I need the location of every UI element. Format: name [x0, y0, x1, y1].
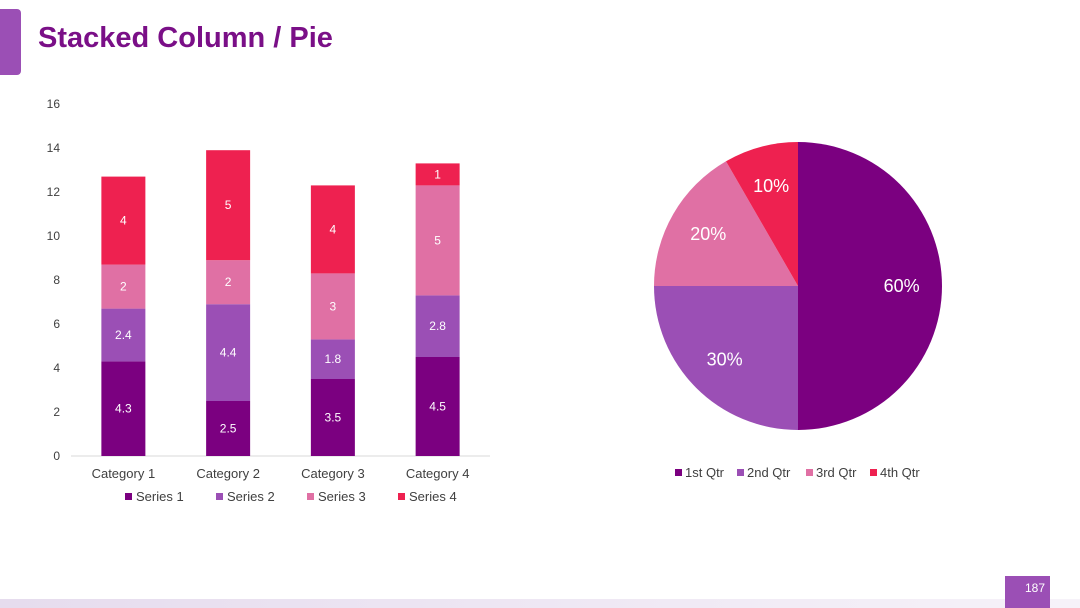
bar-segment — [415, 295, 460, 357]
bar-data-label: 4.3 — [115, 402, 132, 416]
y-tick-label: 6 — [53, 317, 60, 331]
bar-data-label: 2.4 — [115, 328, 132, 342]
pie-data-label: 60% — [884, 276, 920, 296]
legend-swatch — [870, 469, 877, 476]
bar-segment — [415, 163, 460, 186]
x-tick-label: Category 1 — [92, 466, 156, 481]
y-tick-label: 14 — [47, 141, 61, 155]
pie-data-label: 20% — [690, 224, 726, 244]
y-tick-label: 8 — [53, 273, 60, 287]
pie-data-label: 10% — [753, 176, 789, 196]
bar-data-label: 1 — [434, 167, 441, 181]
bar-segment — [310, 339, 355, 379]
x-tick-label: Category 3 — [301, 466, 365, 481]
y-tick-label: 10 — [47, 229, 61, 243]
pie-slice — [726, 142, 798, 286]
legend-label: Series 4 — [409, 489, 457, 504]
x-tick-label: Category 4 — [406, 466, 470, 481]
legend-swatch — [737, 469, 744, 476]
footer-band — [0, 599, 1080, 608]
legend-swatch — [398, 493, 405, 500]
bar-segment — [310, 185, 355, 274]
bar-segment — [310, 273, 355, 340]
legend-label: 1st Qtr — [685, 465, 725, 480]
legend-label: 2nd Qtr — [747, 465, 791, 480]
bar-segment — [206, 401, 251, 456]
bar-data-label: 4 — [120, 214, 127, 228]
legend-swatch — [806, 469, 813, 476]
bar-segment — [101, 308, 146, 362]
title-accent-bar — [0, 9, 21, 75]
legend-swatch — [675, 469, 682, 476]
pie-chart: 60% 30% 20% 10% 1st Qtr 2nd Qtr 3rd Qtr 4th Qtr — [654, 142, 942, 480]
legend-label: Series 3 — [318, 489, 366, 504]
bar-segment — [206, 260, 251, 305]
legend-swatch — [125, 493, 132, 500]
y-tick-label: 12 — [47, 185, 61, 199]
y-tick-label: 2 — [53, 405, 60, 419]
y-tick-label: 16 — [47, 97, 61, 111]
bar-data-label: 2 — [120, 280, 127, 294]
bar-data-label: 5 — [434, 233, 441, 247]
legend-label: Series 1 — [136, 489, 184, 504]
bar-data-label: 2.5 — [220, 422, 237, 436]
page-number: 187 — [1005, 576, 1050, 608]
legend-label: 3rd Qtr — [816, 465, 857, 480]
bar-data-label: 4 — [330, 222, 337, 236]
y-tick-label: 0 — [53, 449, 60, 463]
y-tick-label: 4 — [53, 361, 60, 375]
bar-data-label: 5 — [225, 198, 232, 212]
pie-slice — [654, 286, 798, 430]
bar-data-label: 2 — [225, 275, 232, 289]
slide-title: Stacked Column / Pie — [38, 22, 333, 54]
pie-slice — [654, 161, 798, 286]
bar-data-label: 3 — [330, 299, 337, 313]
legend-label: 4th Qtr — [880, 465, 920, 480]
bar-segment — [206, 304, 251, 401]
bar-data-label: 2.8 — [429, 319, 446, 333]
pie-slice — [798, 142, 942, 430]
bar-segment — [101, 176, 146, 265]
bar-segment — [415, 185, 460, 296]
bar-segment — [415, 357, 460, 456]
legend-swatch — [307, 493, 314, 500]
bar-segment — [206, 150, 251, 261]
bar-segment — [101, 361, 146, 456]
x-tick-label: Category 2 — [196, 466, 260, 481]
bar-data-label: 3.5 — [325, 411, 342, 425]
bar-data-label: 1.8 — [325, 352, 342, 366]
legend-swatch — [216, 493, 223, 500]
pie-data-label: 30% — [707, 349, 743, 369]
bar-data-label: 4.5 — [429, 400, 446, 414]
bar-segment — [310, 379, 355, 456]
bar-segment — [101, 264, 146, 309]
bar-data-label: 4.4 — [220, 346, 237, 360]
legend-label: Series 2 — [227, 489, 275, 504]
